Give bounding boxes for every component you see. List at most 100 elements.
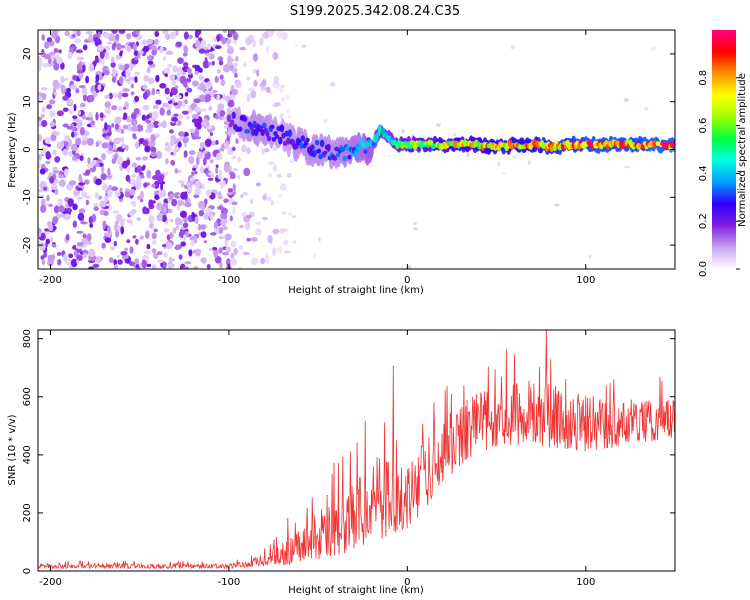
- faint-blob: [288, 211, 293, 217]
- noise-blob: [152, 239, 157, 245]
- noise-blob: [119, 51, 123, 57]
- noise-blob: [147, 123, 155, 129]
- noise-blob: [216, 205, 224, 210]
- spectrogram-xtick-label: 100: [576, 275, 595, 286]
- noise-blob: [188, 156, 195, 164]
- noise-blob: [56, 57, 63, 65]
- noise-blob: [95, 178, 102, 186]
- noise-blob: [102, 220, 107, 229]
- noise-blob: [71, 131, 75, 138]
- noise-blob: [124, 247, 129, 252]
- noise-blob: [134, 56, 138, 61]
- noise-blob: [177, 199, 183, 206]
- noise-blob: [194, 39, 201, 48]
- noise-blob: [261, 147, 265, 156]
- noise-blob: [106, 203, 112, 211]
- noise-blob: [185, 115, 191, 120]
- noise-blob: [200, 165, 204, 174]
- noise-blob: [187, 186, 193, 193]
- track-core: [380, 127, 386, 136]
- faint-blob: [272, 147, 278, 151]
- noise-blob: [221, 143, 225, 152]
- noise-blob: [172, 227, 177, 234]
- noise-blob: [149, 222, 154, 229]
- noise-blob: [142, 84, 148, 90]
- noise-blob: [108, 145, 114, 151]
- noise-blob: [134, 71, 141, 76]
- noise-blob: [187, 198, 191, 203]
- noise-blob: [224, 238, 229, 247]
- noise-blob: [237, 156, 241, 163]
- noise-blob: [216, 109, 222, 117]
- noise-blob: [79, 155, 84, 162]
- faint-blob: [644, 107, 649, 111]
- noise-blob: [272, 164, 278, 172]
- noise-blob: [220, 212, 228, 220]
- track-core: [358, 145, 363, 150]
- noise-blob: [68, 180, 77, 186]
- noise-blob: [146, 169, 152, 179]
- noise-blob: [169, 232, 174, 239]
- noise-blob: [157, 259, 164, 264]
- noise-blob: [194, 106, 201, 113]
- noise-blob: [99, 112, 104, 119]
- noise-blob: [79, 85, 86, 89]
- noise-blob: [88, 266, 95, 269]
- noise-blob: [120, 220, 125, 228]
- noise-blob: [227, 99, 235, 108]
- noise-blob: [115, 33, 120, 41]
- noise-blob: [142, 206, 148, 215]
- noise-blob: [82, 61, 86, 66]
- noise-blob: [78, 72, 84, 80]
- figure-title: S199.2025.342.08.24.C35: [290, 4, 460, 19]
- noise-blob: [206, 125, 213, 130]
- noise-blob: [223, 164, 231, 173]
- spectrogram-ylabel: Frequency (Hz): [7, 112, 18, 188]
- noise-blob: [134, 141, 140, 150]
- noise-blob: [132, 235, 137, 239]
- noise-blob: [116, 137, 123, 142]
- noise-blob: [48, 99, 56, 105]
- noise-blob: [107, 167, 111, 177]
- noise-blob: [106, 175, 112, 179]
- noise-blob: [76, 56, 81, 61]
- noise-blob: [143, 250, 151, 254]
- noise-blob: [75, 49, 83, 54]
- noise-blob: [221, 252, 230, 256]
- snr-ytick-label: 800: [22, 329, 33, 348]
- noise-blob: [104, 94, 110, 99]
- noise-blob: [39, 242, 46, 251]
- noise-blob: [276, 30, 283, 39]
- noise-blob: [251, 237, 258, 242]
- track-core: [376, 132, 381, 137]
- noise-blob: [223, 208, 229, 214]
- noise-blob: [182, 52, 188, 57]
- noise-blob: [171, 198, 178, 207]
- noise-blob: [150, 134, 157, 143]
- noise-blob: [213, 221, 218, 229]
- noise-blob: [224, 233, 232, 241]
- colorbar-ticks: 0.0 0.2 0.4 0.6 0.8: [698, 70, 740, 277]
- faint-blob: [275, 102, 281, 107]
- noise-blob: [209, 159, 214, 164]
- noise-blob: [165, 158, 169, 165]
- noise-blob: [146, 243, 151, 250]
- noise-blob: [260, 83, 267, 91]
- noise-blob: [188, 150, 196, 156]
- noise-blob: [163, 252, 169, 258]
- noise-blob: [241, 144, 247, 153]
- noise-blob: [281, 210, 286, 215]
- faint-blob: [323, 118, 328, 124]
- noise-blob: [162, 206, 167, 214]
- noise-blob: [152, 175, 159, 181]
- noise-blob: [87, 157, 91, 165]
- noise-blob: [268, 172, 273, 178]
- noise-blob: [48, 203, 53, 208]
- faint-blob: [554, 203, 560, 207]
- noise-blob: [76, 241, 84, 247]
- noise-blob: [180, 241, 186, 247]
- noise-blob: [166, 241, 173, 250]
- noise-blob: [199, 108, 207, 112]
- noise-blob: [103, 211, 109, 216]
- noise-blob: [204, 93, 212, 103]
